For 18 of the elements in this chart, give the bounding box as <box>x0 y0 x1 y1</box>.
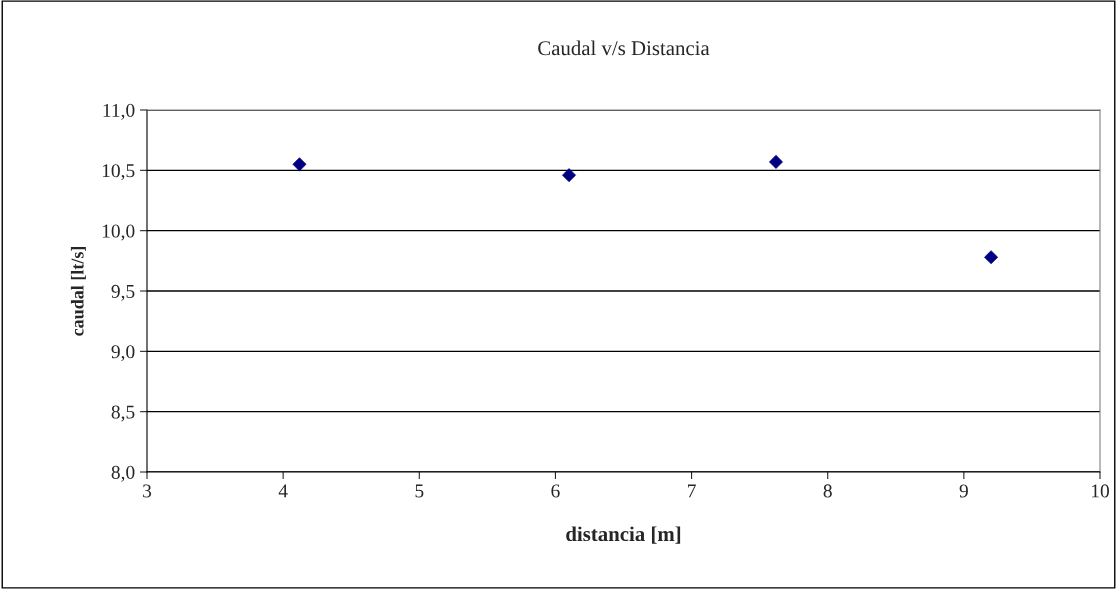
y-tick-label: 8,0 <box>111 465 135 482</box>
y-tick-label: 9,5 <box>111 284 135 301</box>
x-tick-label: 6 <box>551 484 560 498</box>
x-axis-title: distancia [m] <box>566 526 681 544</box>
y-tick-label: 11,0 <box>103 103 135 120</box>
y-tick-label: 8,5 <box>111 405 135 422</box>
y-axis-title: caudal [lt/s] <box>70 246 86 336</box>
x-tick-label: 5 <box>415 484 424 498</box>
x-tick-label: 8 <box>823 484 832 498</box>
y-tick-label: 10,0 <box>102 224 135 241</box>
x-tick-label: 3 <box>143 484 152 498</box>
x-tick-label: 7 <box>687 484 696 498</box>
x-tick-label: 4 <box>278 484 288 498</box>
x-tick-label: 10 <box>1091 484 1109 498</box>
y-tick-label: 10,5 <box>102 164 135 181</box>
y-tick-label: 9,0 <box>111 345 135 362</box>
chart-title: Caudal v/s Distancia <box>538 40 710 56</box>
x-tick-label: 9 <box>959 484 968 498</box>
